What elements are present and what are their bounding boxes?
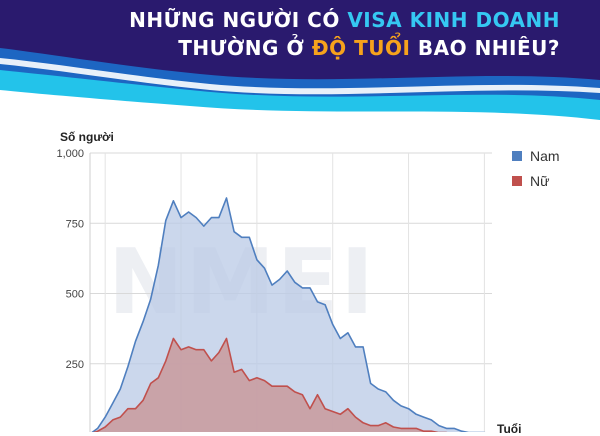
title-text: BAO NHIÊU?: [410, 36, 560, 60]
y-tick-label: 500: [66, 289, 84, 301]
y-tick-label: 250: [66, 359, 84, 371]
y-axis-label: Số người: [60, 130, 114, 144]
legend: Nam Nữ: [512, 148, 560, 198]
legend-label-nu: Nữ: [530, 173, 550, 189]
legend-label-nam: Nam: [530, 148, 560, 164]
title-line-2: THƯỜNG Ở ĐỘ TUỔI BAO NHIÊU?: [178, 36, 560, 60]
title-line-1: NHỮNG NGƯỜI CÓ VISA KINH DOANH: [129, 8, 560, 32]
title-text: THƯỜNG Ở: [178, 36, 312, 60]
title-highlight-visa: VISA KINH DOANH: [347, 8, 560, 32]
x-axis-label: Tuổi: [497, 422, 522, 436]
area-nu: [95, 338, 436, 432]
legend-swatch-nu: [512, 176, 522, 186]
series-line-nu: [93, 337, 448, 432]
title-text: NHỮNG NGƯỜI CÓ: [129, 8, 348, 32]
banner-dark-wave: [0, 0, 600, 80]
title-highlight-age: ĐỘ TUỔI: [311, 36, 411, 60]
y-tick-label: 1,000: [56, 148, 84, 160]
series-line-nam: [91, 197, 486, 432]
banner-white-stripe: [0, 58, 600, 95]
legend-item-nam: Nam: [512, 148, 560, 164]
header-banner: [0, 0, 600, 120]
y-tick-label: 750: [66, 218, 84, 230]
legend-item-nu: Nữ: [512, 173, 560, 189]
legend-swatch-nam: [512, 151, 522, 161]
